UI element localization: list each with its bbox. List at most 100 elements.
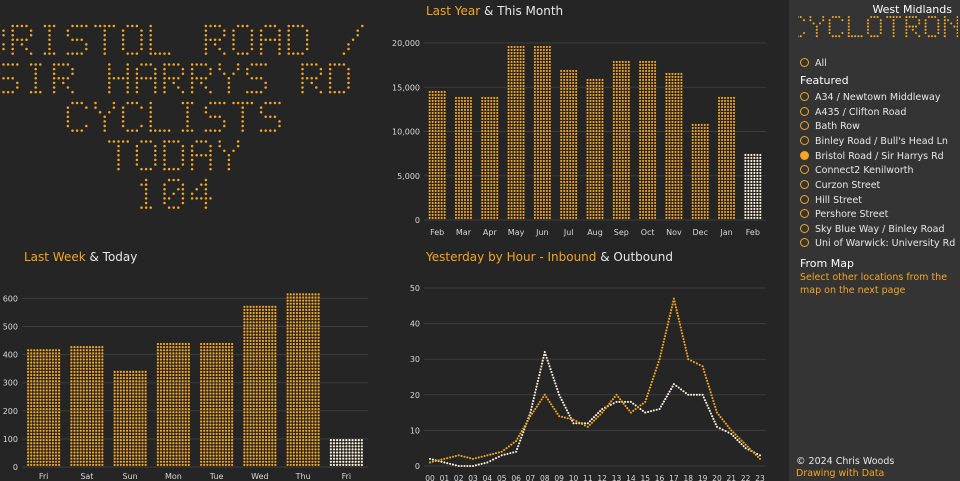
bar-dot (469, 201, 473, 204)
bar-dot (615, 141, 618, 144)
bar-dot (615, 147, 618, 150)
bar-dot (466, 168, 470, 171)
bar-dot (706, 207, 709, 210)
bar-dot (674, 117, 677, 120)
bar-dot (572, 123, 575, 126)
bar-dot (691, 192, 694, 195)
bar-dot (598, 108, 601, 111)
bar-dot (507, 129, 510, 132)
bar-dot (548, 54, 551, 57)
display-dot (278, 101, 281, 105)
bar-dot (569, 75, 572, 78)
bar-dot (642, 186, 645, 189)
bar-dot (668, 192, 671, 195)
bar-dot (510, 84, 513, 87)
display-dot (241, 115, 244, 119)
bar-dot (589, 183, 592, 186)
bar-dot (747, 213, 750, 216)
bar-dot (542, 213, 545, 216)
bar-dot (665, 153, 668, 156)
bar-dot (595, 180, 598, 183)
bar-dot (95, 377, 98, 380)
display-dot (94, 24, 97, 28)
bar-dot (668, 108, 671, 111)
bar-dot (48, 404, 51, 408)
bar-dot (45, 423, 48, 426)
display-dot (75, 101, 79, 105)
bar-dot (463, 102, 467, 105)
bar-dot (624, 171, 627, 174)
bar-dot (463, 207, 467, 210)
bar-dot (434, 141, 437, 144)
bar-dot (601, 129, 604, 132)
bar-dot (548, 129, 551, 132)
bar-dot (703, 168, 706, 171)
display-dot (319, 72, 323, 75)
bar-dot (726, 162, 730, 165)
bar-dot (648, 186, 651, 189)
bar-dot (536, 195, 539, 198)
display-dot (163, 140, 166, 143)
bar-dot (642, 78, 645, 81)
bar-dot (677, 168, 680, 171)
bar-dot (665, 177, 668, 180)
bar-dot (639, 105, 642, 108)
bar-dot (668, 81, 671, 84)
bar-dot (73, 442, 76, 445)
bar-dot (694, 204, 697, 207)
bar-dot (589, 207, 592, 210)
bar-dot (82, 370, 85, 373)
bar-dot (434, 180, 437, 183)
bar-dot (522, 213, 525, 216)
bar-dot (654, 147, 657, 150)
bar-dot (428, 120, 431, 123)
bar-dot (51, 445, 55, 448)
bar-dot (519, 108, 522, 111)
bar-dot (732, 141, 736, 144)
bar-dot (519, 81, 522, 84)
bar-dot (726, 153, 730, 156)
bar-dot (454, 165, 458, 168)
bar-dot (753, 168, 756, 171)
bar-dot (645, 93, 648, 96)
bar-dot (516, 150, 519, 153)
display-dot (227, 167, 231, 171)
bar-dot (490, 153, 493, 156)
display-dot (149, 29, 152, 32)
bar-dot (516, 216, 519, 219)
bar-dot (575, 186, 578, 189)
bar-dot (542, 78, 545, 81)
bar-dot (654, 126, 657, 129)
bar-dot (665, 180, 668, 183)
bar-dot (651, 138, 654, 141)
bar-dot (747, 159, 750, 162)
bar-dot (560, 141, 563, 144)
bar-dot (756, 180, 759, 183)
bar-dot (700, 204, 703, 207)
bar-dot (560, 108, 563, 111)
bar-dot (533, 159, 536, 162)
bar-dot (720, 144, 724, 147)
bar-dot (680, 114, 683, 117)
bar-dot (618, 189, 621, 192)
bar-dot (589, 156, 592, 159)
display-dot (163, 81, 166, 85)
bar-dot (665, 114, 668, 117)
bar-dot (592, 78, 595, 81)
bar-dot (575, 162, 578, 165)
bar-dot (624, 102, 627, 105)
bar-dot (493, 126, 496, 129)
bar-dot (536, 186, 539, 189)
bar-dot (654, 183, 657, 186)
bar-dot (586, 213, 589, 216)
display-dot (85, 106, 88, 109)
bar-dot (598, 186, 601, 189)
bar-dot (642, 156, 645, 159)
bar-dot (469, 132, 473, 135)
bar-dot (569, 138, 572, 141)
bar-dot (639, 117, 642, 120)
bar-dot (490, 186, 493, 189)
bar-dot (750, 192, 753, 195)
display-dot (158, 52, 162, 55)
bar-dot (720, 135, 724, 138)
